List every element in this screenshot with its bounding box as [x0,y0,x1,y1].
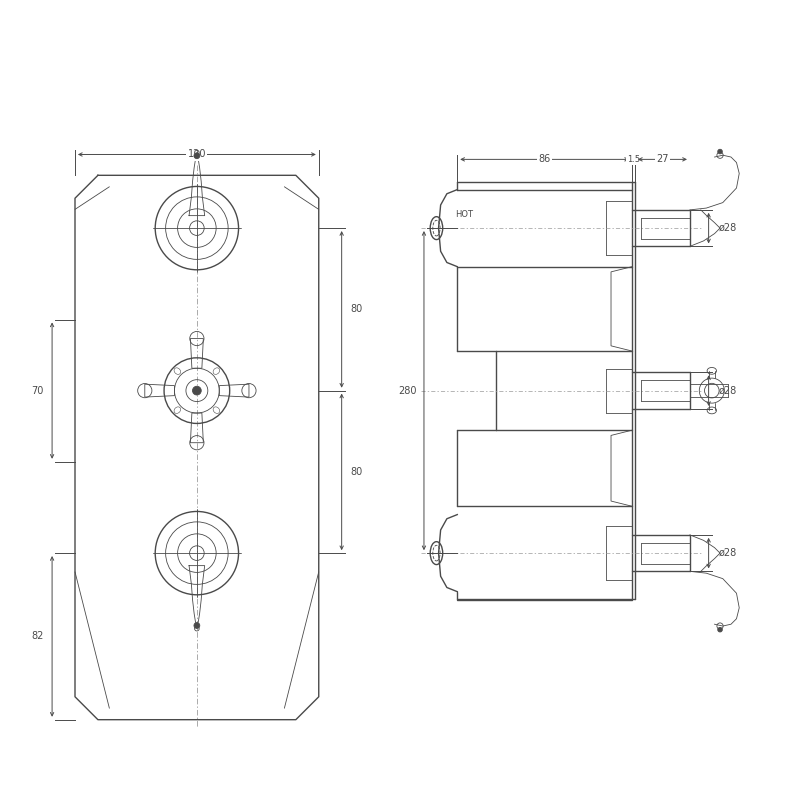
Text: HOT: HOT [455,210,474,218]
Text: ø28: ø28 [719,548,738,558]
Text: 1.5: 1.5 [627,155,640,164]
Circle shape [193,386,202,395]
Text: 70: 70 [31,386,44,396]
Circle shape [718,627,722,632]
Text: 27: 27 [656,154,669,164]
Text: ø28: ø28 [719,386,738,396]
Text: 82: 82 [31,631,44,642]
Circle shape [194,153,200,158]
Text: 80: 80 [350,304,362,314]
Circle shape [194,622,200,629]
Text: 86: 86 [538,154,550,164]
Text: 280: 280 [398,386,417,396]
Text: ø28: ø28 [719,223,738,233]
Circle shape [718,150,722,154]
Text: 120: 120 [188,150,206,159]
Text: 80: 80 [350,467,362,477]
